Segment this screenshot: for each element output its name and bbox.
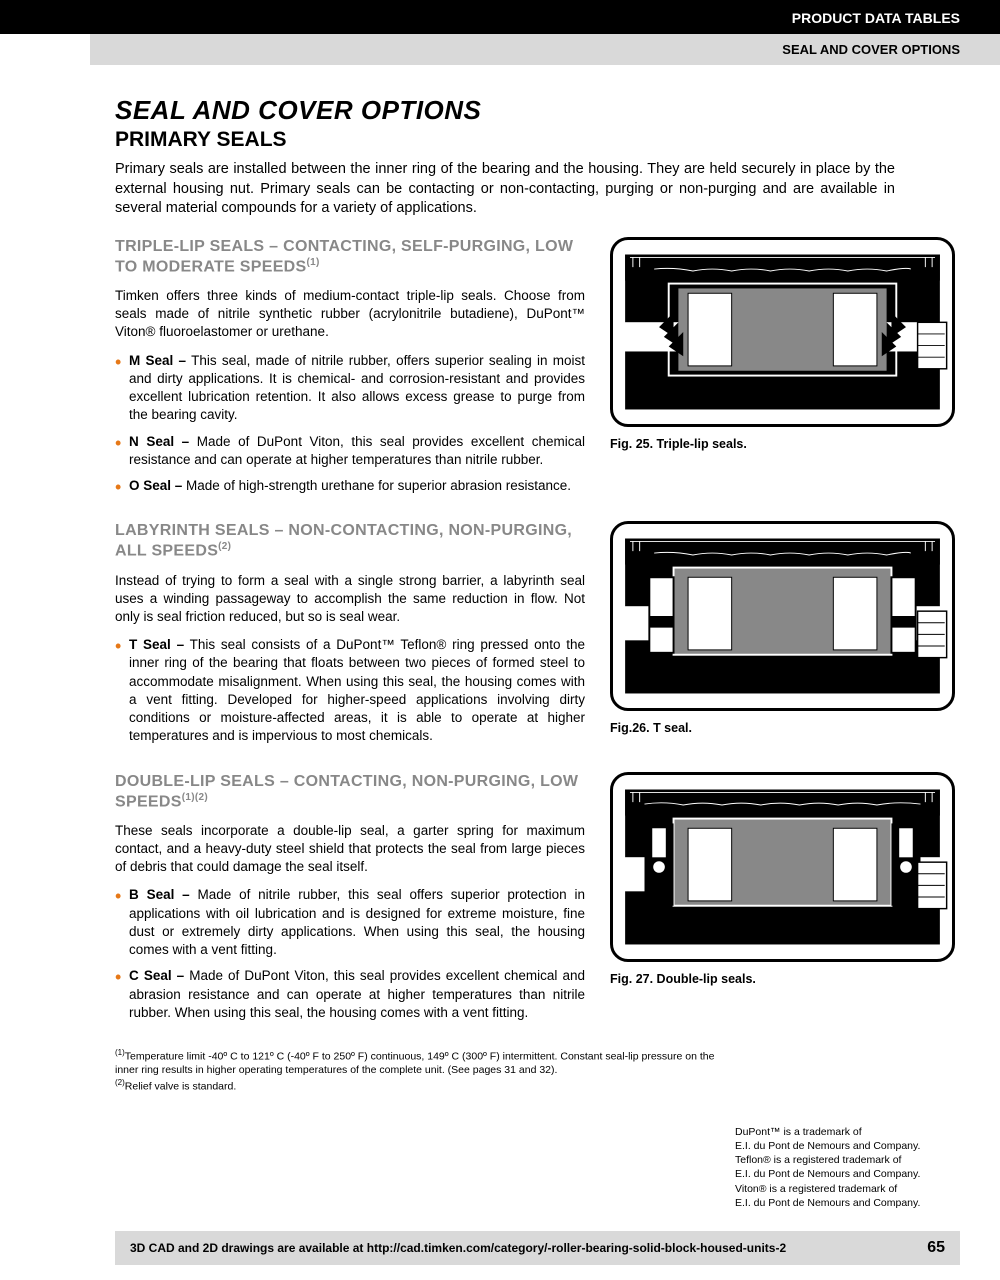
triple-heading: TRIPLE-LIP SEALS – CONTACTING, SELF-PURG… [115, 237, 585, 277]
header-black-bar: PRODUCT DATA TABLES [0, 0, 1000, 34]
page-title: SEAL AND COVER OPTIONS [115, 95, 960, 126]
section-double-text: DOUBLE-LIP SEALS – CONTACTING, NON-PURGI… [115, 772, 585, 1031]
footer-bar: 3D CAD and 2D drawings are available at … [115, 1231, 960, 1265]
page: PRODUCT DATA TABLES SEAL AND COVER OPTIO… [0, 0, 1000, 1094]
header-grey-text: SEAL AND COVER OPTIONS [782, 42, 960, 57]
triple-list: M Seal – This seal, made of nitrile rubb… [115, 352, 585, 496]
footnote-2: (2)Relief valve is standard. [115, 1078, 725, 1094]
double-lip-diagram [613, 775, 952, 959]
footer-text: 3D CAD and 2D drawings are available at … [130, 1241, 786, 1255]
list-item: C Seal – Made of DuPont Viton, this seal… [129, 967, 585, 1022]
list-item: O Seal – Made of high-strength urethane … [129, 477, 585, 495]
figure-25-col: Fig. 25. Triple-lip seals. [610, 237, 960, 504]
triple-body: Timken offers three kinds of medium-cont… [115, 287, 585, 342]
figure-27-caption: Fig. 27. Double-lip seals. [610, 972, 960, 986]
labyrinth-list: T Seal – This seal consists of a DuPont™… [115, 636, 585, 745]
list-item: T Seal – This seal consists of a DuPont™… [129, 636, 585, 745]
triple-lip-diagram [613, 240, 952, 424]
section-triple: TRIPLE-LIP SEALS – CONTACTING, SELF-PURG… [115, 237, 960, 504]
double-body: These seals incorporate a double-lip sea… [115, 822, 585, 877]
list-item: N Seal – Made of DuPont Viton, this seal… [129, 433, 585, 469]
figure-26-caption: Fig.26. T seal. [610, 721, 960, 735]
section-labyrinth-text: LABYRINTH SEALS – NON-CONTACTING, NON-PU… [115, 521, 585, 753]
double-list: B Seal – Made of nitrile rubber, this se… [115, 886, 585, 1022]
figure-25 [610, 237, 955, 427]
footnotes: (1)Temperature limit -40º C to 121º C (-… [115, 1048, 725, 1094]
figure-27-col: Fig. 27. Double-lip seals. [610, 772, 960, 1031]
intro-paragraph: Primary seals are installed between the … [115, 160, 895, 219]
list-item: M Seal – This seal, made of nitrile rubb… [129, 352, 585, 425]
section-double: DOUBLE-LIP SEALS – CONTACTING, NON-PURGI… [115, 772, 960, 1031]
labyrinth-body: Instead of trying to form a seal with a … [115, 572, 585, 627]
double-heading: DOUBLE-LIP SEALS – CONTACTING, NON-PURGI… [115, 772, 585, 812]
figure-26-col: Fig.26. T seal. [610, 521, 960, 753]
footnote-1: (1)Temperature limit -40º C to 121º C (-… [115, 1048, 725, 1078]
header-grey-bar: SEAL AND COVER OPTIONS [90, 34, 1000, 65]
section-triple-text: TRIPLE-LIP SEALS – CONTACTING, SELF-PURG… [115, 237, 585, 504]
trademark-notice: DuPont™ is a trademark of E.I. du Pont d… [735, 1125, 960, 1210]
page-number: 65 [927, 1239, 945, 1257]
figure-25-caption: Fig. 25. Triple-lip seals. [610, 437, 960, 451]
figure-26 [610, 521, 955, 711]
header-black-text: PRODUCT DATA TABLES [792, 10, 960, 26]
content-area: SEAL AND COVER OPTIONS PRIMARY SEALS Pri… [0, 65, 1000, 1094]
list-item: B Seal – Made of nitrile rubber, this se… [129, 886, 585, 959]
page-subtitle: PRIMARY SEALS [115, 128, 960, 152]
section-labyrinth: LABYRINTH SEALS – NON-CONTACTING, NON-PU… [115, 521, 960, 753]
figure-27 [610, 772, 955, 962]
t-seal-diagram [613, 524, 952, 708]
labyrinth-heading: LABYRINTH SEALS – NON-CONTACTING, NON-PU… [115, 521, 585, 561]
